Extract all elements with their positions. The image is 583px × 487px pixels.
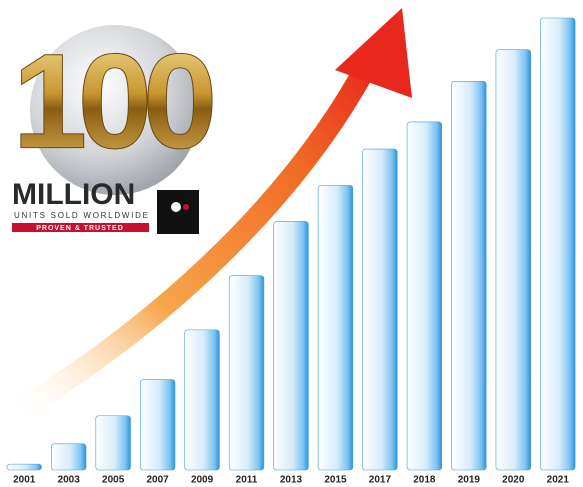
globe bbox=[30, 25, 200, 195]
x-tick-label: 2021 bbox=[547, 475, 570, 486]
logo-number: 100 bbox=[12, 26, 212, 177]
bars bbox=[6, 17, 576, 471]
bar bbox=[495, 49, 531, 471]
x-tick-label: 2015 bbox=[324, 475, 347, 486]
bar bbox=[540, 17, 576, 471]
bar bbox=[406, 121, 443, 471]
x-tick-label: 2011 bbox=[236, 475, 258, 486]
x-tick-label: 2001 bbox=[13, 475, 36, 486]
arrow-head bbox=[335, 8, 412, 98]
x-tick-label: 2020 bbox=[502, 475, 525, 486]
x-tick-label: 2018 bbox=[413, 475, 436, 486]
x-tick-label: 2019 bbox=[458, 475, 481, 486]
bar bbox=[139, 379, 176, 471]
x-tick-label: 2005 bbox=[102, 475, 125, 486]
bar bbox=[184, 329, 220, 471]
x-tick-label: 2007 bbox=[146, 475, 169, 486]
logo-million: MILLION bbox=[12, 178, 135, 211]
bar bbox=[273, 221, 309, 471]
bar bbox=[317, 184, 354, 471]
badge-icon bbox=[171, 202, 181, 212]
bar bbox=[451, 80, 487, 471]
bar bbox=[362, 148, 398, 471]
x-tick-label: 2013 bbox=[280, 475, 303, 486]
logo-units: UNITS SOLD WORLDWIDE bbox=[14, 211, 148, 220]
bar bbox=[51, 443, 87, 471]
bar bbox=[6, 463, 42, 471]
badge bbox=[157, 190, 199, 234]
bar bbox=[228, 275, 265, 471]
logo-proven: PROVEN & TRUSTED bbox=[36, 225, 124, 232]
x-tick-label: 2009 bbox=[191, 475, 214, 486]
badge-icon bbox=[183, 204, 189, 210]
logo-band bbox=[12, 223, 149, 232]
x-tick-label: 2017 bbox=[369, 475, 392, 486]
x-tick-label: 2003 bbox=[58, 475, 81, 486]
growth-arrow bbox=[9, 49, 381, 421]
bar bbox=[95, 415, 131, 471]
